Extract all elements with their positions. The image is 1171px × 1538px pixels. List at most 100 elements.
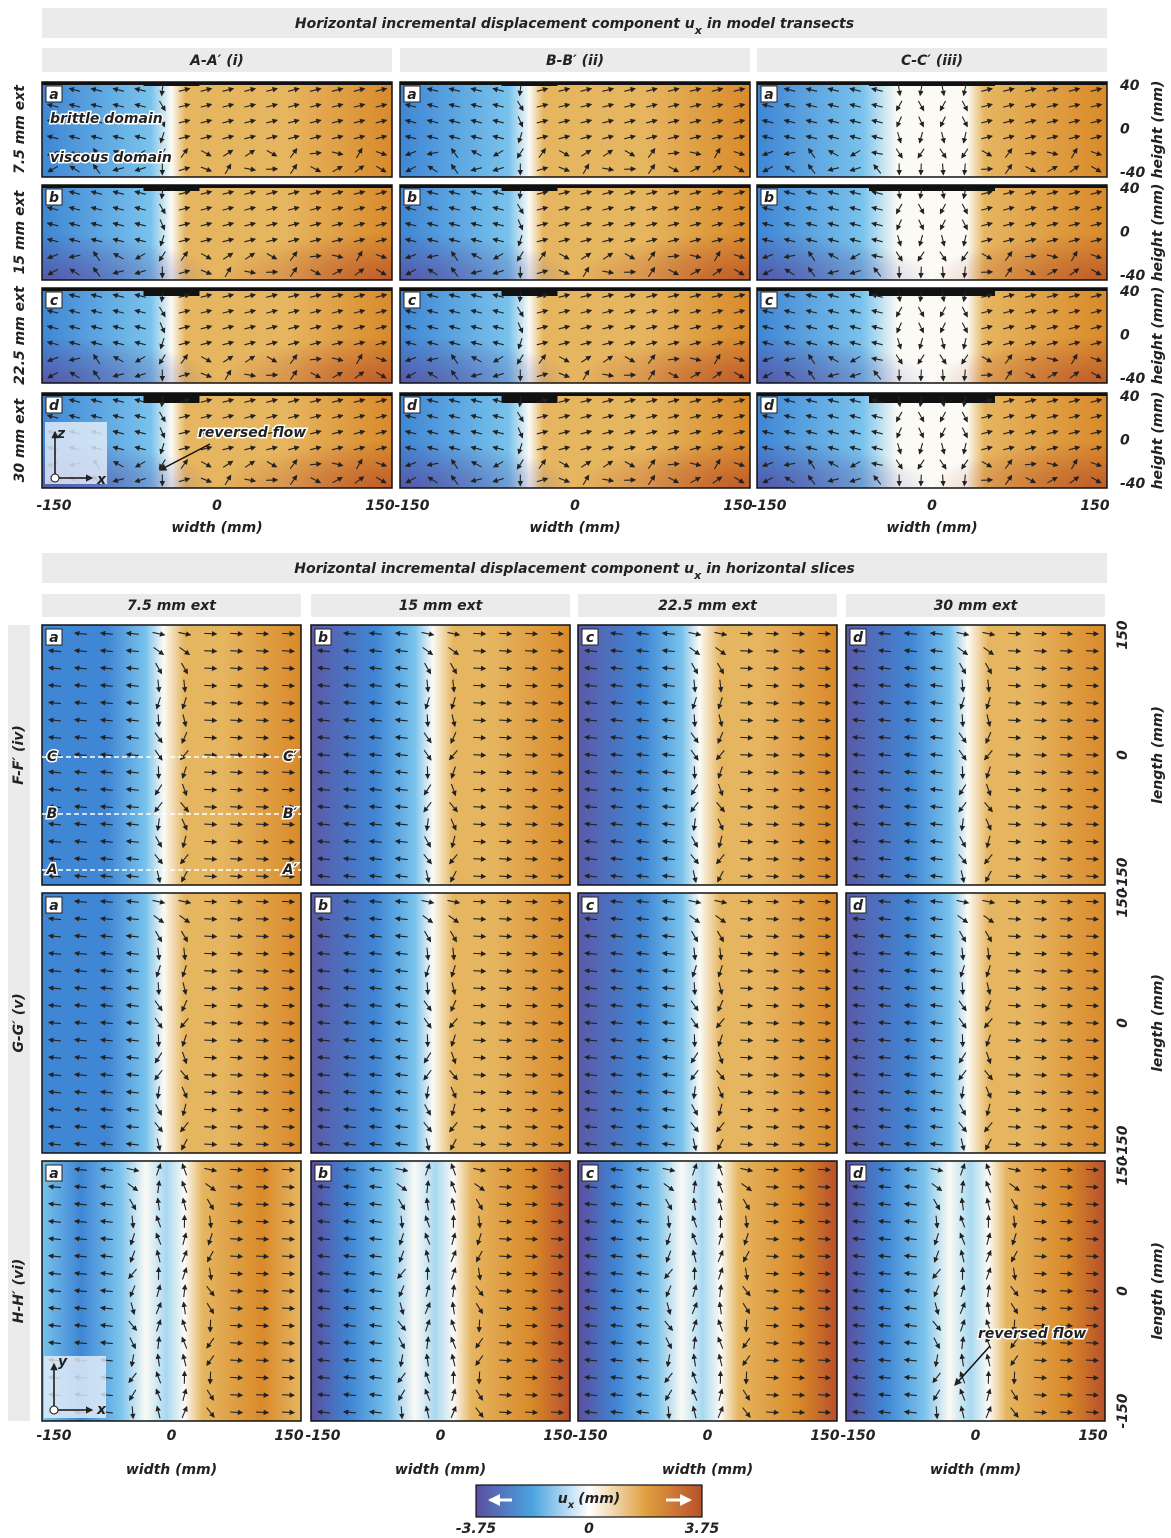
flow-arrow (818, 841, 830, 842)
flow-arrow (740, 1023, 752, 1024)
flow-arrow (1034, 876, 1046, 877)
flow-arrow (740, 807, 752, 808)
flow-arrow (551, 685, 563, 686)
flow-arrow (818, 633, 830, 634)
flow-arrow (1086, 953, 1098, 954)
flow-arrow (740, 876, 752, 877)
flow-arrow (1086, 936, 1098, 937)
panel-letter: a (407, 87, 416, 103)
flow-arrow (230, 988, 242, 989)
flow-arrow (499, 936, 511, 937)
flow-arrow (282, 1169, 294, 1170)
flow-arrow (766, 859, 778, 860)
flow-arrow (1008, 789, 1020, 790)
flow-arrow (499, 651, 511, 652)
flow-arrow (230, 841, 242, 842)
flow-arrow (1060, 1127, 1072, 1128)
flow-arrow (525, 919, 537, 920)
flow-arrow (792, 1325, 804, 1326)
flow-arrow (551, 1360, 563, 1361)
flow-arrow (740, 1075, 752, 1076)
flow-arrow (818, 789, 830, 790)
flow-arrow (551, 1109, 563, 1110)
flow-arrow (525, 1023, 537, 1024)
flow-arrow (1086, 988, 1098, 989)
flow-arrow (1008, 876, 1020, 877)
flow-arrow (740, 1109, 752, 1110)
flow-arrow (1034, 1127, 1046, 1128)
flow-arrow (499, 807, 511, 808)
flow-arrow (1034, 901, 1046, 902)
flow-arrow (766, 1412, 778, 1413)
flow-arrow (282, 1127, 294, 1128)
flow-arrow (499, 1187, 511, 1188)
flow-arrow (1034, 859, 1046, 860)
flow-arrow (740, 668, 752, 669)
flow-arrow (1034, 772, 1046, 773)
flow-arrow (551, 971, 563, 972)
y-tick-label: 150 (1115, 888, 1131, 917)
flow-arrow (551, 1308, 563, 1309)
field-shade (757, 393, 1107, 488)
flow-arrow (1008, 1005, 1020, 1006)
flow-arrow (1008, 807, 1020, 808)
flow-arrow (230, 1187, 242, 1188)
flow-arrow (818, 919, 830, 920)
flow-arrow (1060, 1075, 1072, 1076)
field-shade (757, 288, 1107, 383)
flow-arrow (204, 1040, 216, 1041)
flow-arrow (282, 824, 294, 825)
flow-arrow (1008, 633, 1020, 634)
flow-arrow (1086, 1092, 1098, 1093)
flow-arrow (1034, 668, 1046, 669)
flow-arrow (525, 953, 537, 954)
flow-arrow (525, 737, 537, 738)
colorbar-tick-label: -3.75 (456, 1521, 497, 1537)
flow-arrow (525, 651, 537, 652)
flow-arrow (204, 772, 216, 773)
flow-arrow (1086, 1273, 1098, 1274)
flow-arrow (792, 824, 804, 825)
flow-arrow (230, 1377, 242, 1378)
x-tick-label: 0 (436, 1428, 446, 1444)
flow-arrow (525, 633, 537, 634)
text-part: x (694, 24, 703, 37)
flow-arrow (499, 1204, 511, 1205)
flow-arrow (818, 1109, 830, 1110)
flow-arrow (499, 1360, 511, 1361)
y-axis-label: height (mm) (1150, 81, 1166, 179)
y-tick-label: 0 (1120, 122, 1130, 138)
flow-arrow (499, 1023, 511, 1024)
flow-arrow (525, 807, 537, 808)
flow-arrow (818, 1412, 830, 1413)
flow-arrow (282, 953, 294, 954)
flow-arrow (256, 1040, 268, 1041)
flow-arrow (792, 1144, 804, 1145)
flow-arrow (792, 1092, 804, 1093)
row-label: F-F′ (iv) (11, 725, 27, 785)
flow-arrow (792, 1273, 804, 1274)
flow-arrow (204, 720, 216, 721)
flow-arrow (1008, 988, 1020, 989)
flow-arrow (1086, 1291, 1098, 1292)
flow-arrow (766, 1221, 778, 1222)
flow-arrow (282, 1187, 294, 1188)
flow-arrow (473, 988, 485, 989)
flow-arrow (792, 1221, 804, 1222)
flow-arrow (256, 919, 268, 920)
flow-arrow (525, 1412, 537, 1413)
flow-arrow (766, 720, 778, 721)
flow-arrow (230, 1092, 242, 1093)
flow-arrow (499, 1239, 511, 1240)
flow-arrow (1060, 1092, 1072, 1093)
flow-arrow (1060, 1109, 1072, 1110)
panel-letter: b (407, 190, 417, 206)
flow-arrow (740, 988, 752, 989)
flow-arrow (766, 1204, 778, 1205)
flow-arrow (282, 633, 294, 634)
flow-arrow (792, 1204, 804, 1205)
flow-arrow (740, 1092, 752, 1093)
flow-arrow (818, 1075, 830, 1076)
flow-arrow (1086, 1412, 1098, 1413)
flow-arrow (551, 1239, 563, 1240)
